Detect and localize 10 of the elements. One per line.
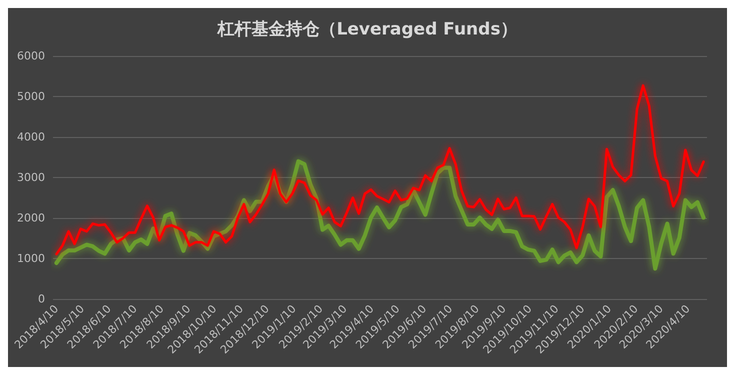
y-tick-label: 5000 <box>17 90 45 103</box>
line-series <box>55 84 705 256</box>
y-tick-label: 1000 <box>17 252 45 265</box>
chart-title: 杠杆基金持仓（Leveraged Funds） <box>216 20 518 40</box>
y-tick-label: 4000 <box>17 130 45 144</box>
y-tick-label: 3000 <box>17 171 45 184</box>
y-tick-label: 6000 <box>17 50 45 62</box>
y-tick-label: 0 <box>38 292 45 306</box>
line-series <box>54 159 706 271</box>
y-tick-label: 2000 <box>17 212 45 224</box>
